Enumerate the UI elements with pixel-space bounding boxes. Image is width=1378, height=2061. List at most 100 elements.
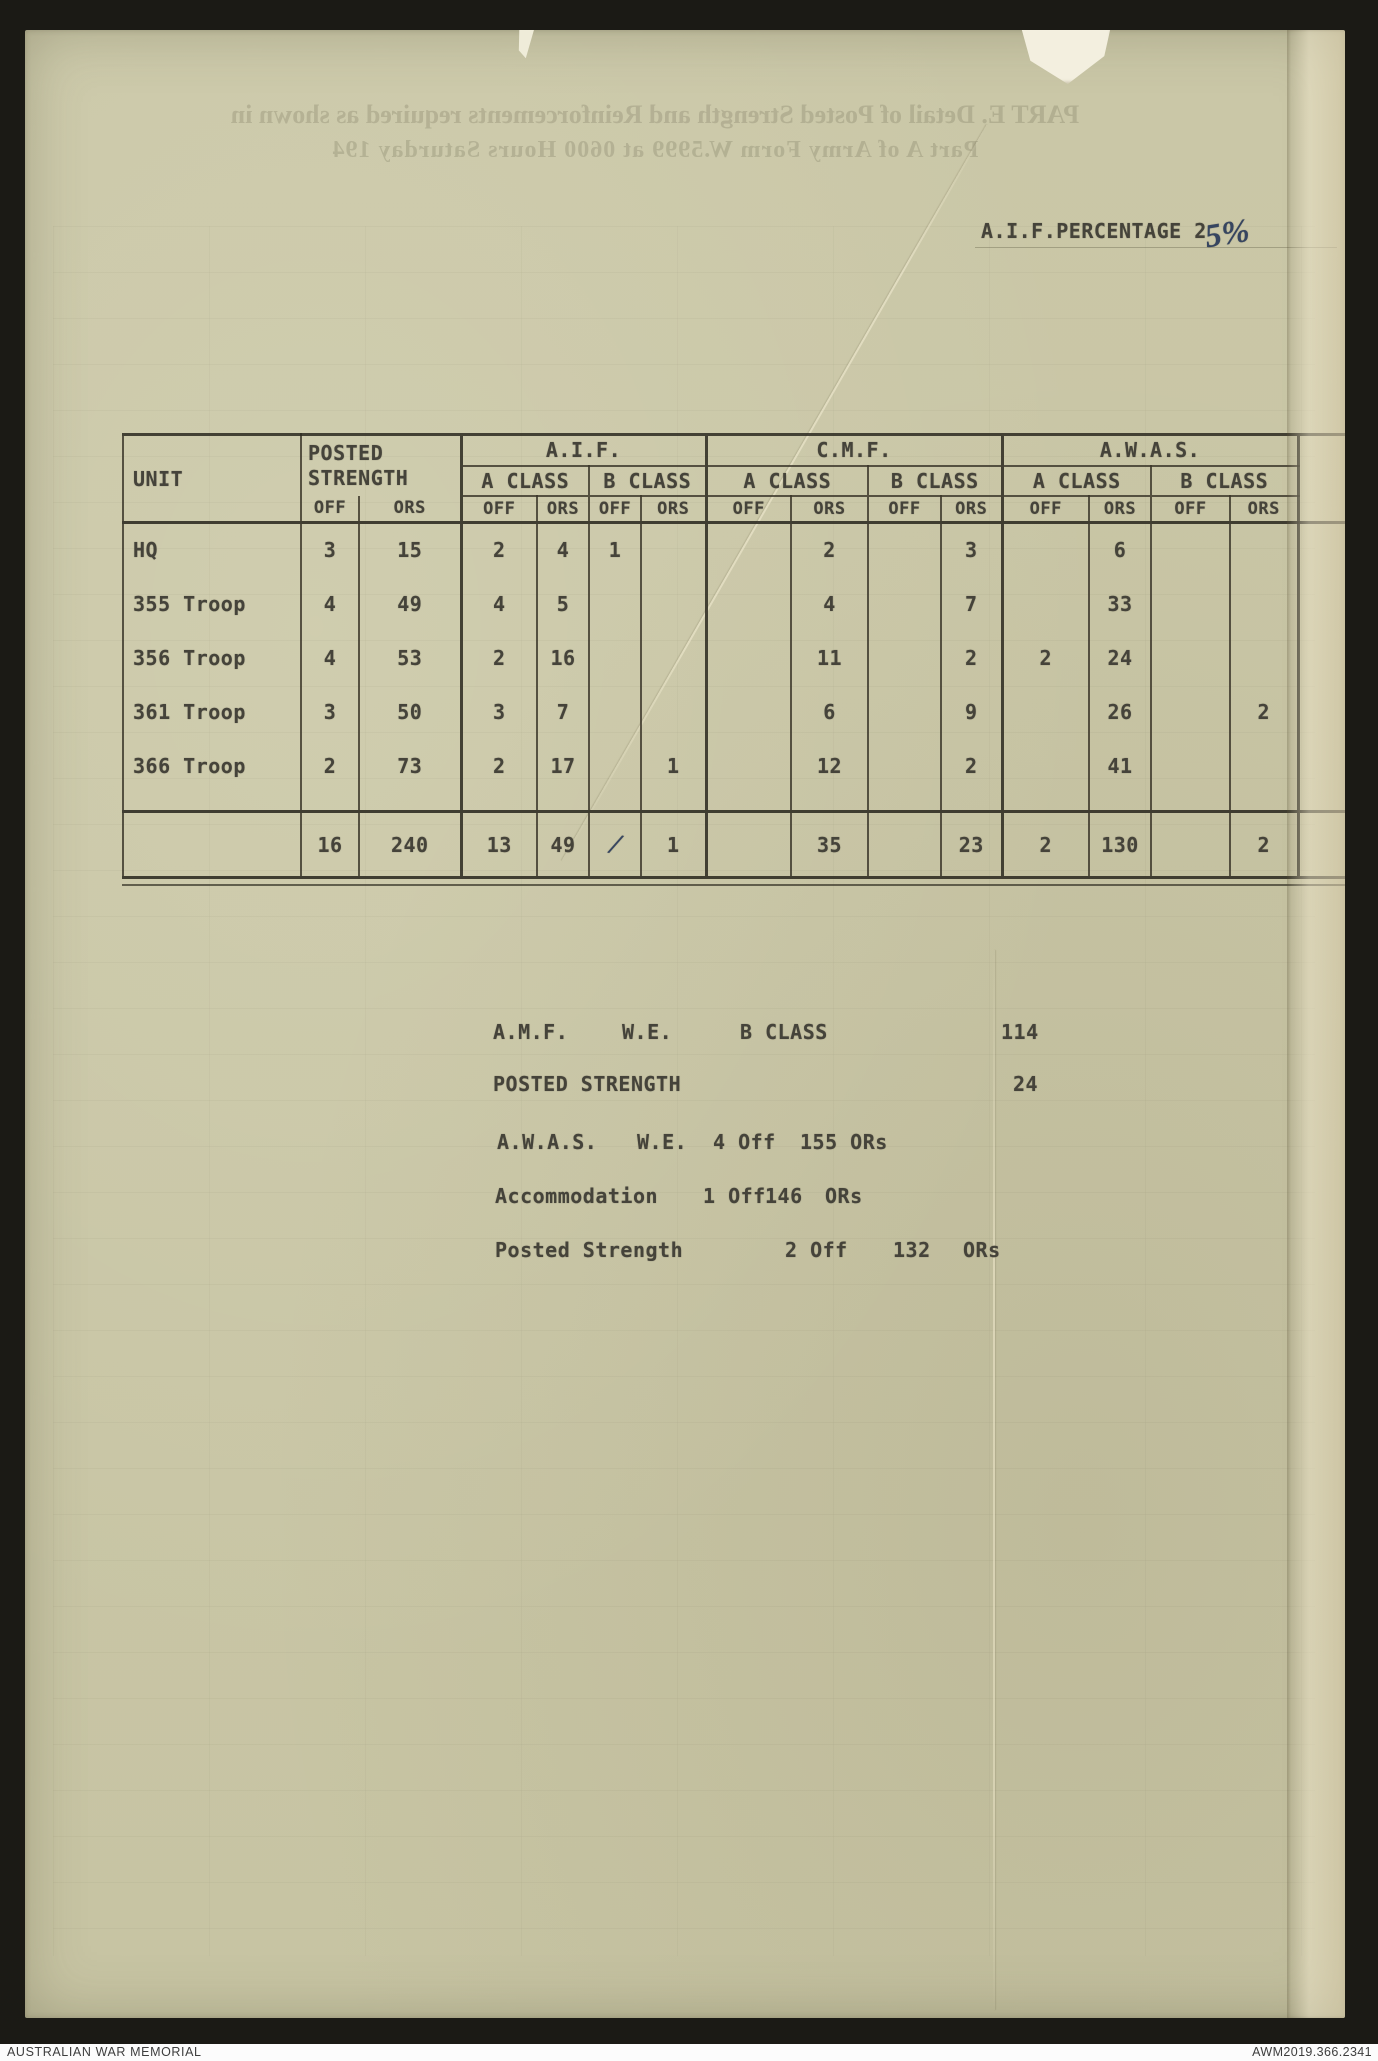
table-header-row-sections: UNIT POSTED STRENGTH A.I.F. C.M.F. A.W.A… [123, 434, 1345, 524]
table-cell [1229, 738, 1299, 793]
header-aif-b-class: B CLASS [588, 465, 707, 497]
header-aif-b-off: OFF [588, 495, 642, 524]
bleedthrough-heading-line2: Part A of Army Form W.5999 at 0600 Hours… [331, 137, 979, 163]
table-cell: 2 [940, 630, 1003, 685]
header-extra-column [1296, 434, 1345, 524]
table-cell [1000, 738, 1090, 793]
table-cell [704, 738, 792, 793]
table-cell [640, 576, 707, 631]
table-cell: 2 [459, 630, 538, 685]
table-cell: 41 [1088, 738, 1152, 793]
table-cell: 1 [588, 522, 642, 577]
total-cell: 13 [459, 811, 538, 879]
table-cell [640, 684, 707, 739]
table-cell [867, 738, 942, 793]
archive-institution-label: AUSTRALIAN WAR MEMORIAL [7, 2045, 202, 2059]
table-cell [640, 630, 707, 685]
unit-cell: 361 Troop [133, 699, 246, 724]
header-posted-line2: STRENGTH [308, 465, 409, 490]
note-label: Posted Strength [495, 1238, 684, 1262]
header-section-awas: A.W.A.S. [1000, 434, 1299, 467]
unit-cell: HQ [133, 538, 159, 563]
bleedthrough-heading-line1: PART E. Detail of Posted Strength and Re… [230, 100, 1080, 129]
table-cell: 26 [1088, 684, 1152, 739]
header-ps-ors: ORS [357, 495, 462, 524]
note-value: 4 Off [713, 1130, 776, 1154]
table-cell [1229, 522, 1299, 577]
table-cell: 3 [459, 684, 538, 739]
note-value: 146 [765, 1184, 803, 1208]
total-cell: 130 [1088, 811, 1152, 879]
header-ps-off: OFF [300, 495, 359, 524]
percentage-typed-text: A.I.F.PERCENTAGE 2 [981, 219, 1207, 243]
table-cell [1296, 738, 1345, 793]
table-cell: 49 [357, 576, 462, 631]
total-cell: / [588, 811, 642, 879]
table-cell: 11 [790, 630, 869, 685]
table-cell: 2 [1229, 684, 1299, 739]
table-row-hq: HQ 3 15 2 4 1 2 3 6 [123, 522, 1345, 577]
note-label: W.E. [622, 1020, 673, 1044]
table-cell: 6 [1088, 522, 1152, 577]
header-cmf-b-class: B CLASS [867, 465, 1003, 497]
paper-fold-right-edge [1287, 30, 1345, 2018]
note-label: POSTED STRENGTH [493, 1072, 682, 1096]
total-cell [1150, 811, 1231, 879]
table-cell: 4 [536, 522, 590, 577]
header-awas-b-class: B CLASS [1150, 465, 1299, 497]
table-cell [1150, 684, 1231, 739]
table-cell [1150, 522, 1231, 577]
percentage-underline [975, 247, 1337, 248]
header-awas-b-off: OFF [1150, 495, 1231, 524]
total-cell: 2 [1000, 811, 1090, 879]
note-value: 24 [1013, 1072, 1039, 1096]
table-cell [704, 630, 792, 685]
header-cmf-a-class: A CLASS [704, 465, 869, 497]
table-cell: 9 [940, 684, 1003, 739]
table-cell [588, 684, 642, 739]
table-cell: 24 [1088, 630, 1152, 685]
header-cmf-b-ors: ORS [940, 495, 1003, 524]
total-cell: 240 [357, 811, 462, 879]
table-cell [1000, 576, 1090, 631]
table-cell [867, 630, 942, 685]
table-cell [867, 522, 942, 577]
note-label: B CLASS [740, 1020, 828, 1044]
table-cell: 4 [300, 630, 359, 685]
table-cell: 33 [1088, 576, 1152, 631]
table-totals-row: 16 240 13 49 / 1 35 23 2 130 2 [123, 811, 1345, 879]
table-cell [1296, 630, 1345, 685]
note-value: ORs [825, 1184, 863, 1208]
total-cell: 23 [940, 811, 1003, 879]
strength-table-area: UNIT POSTED STRENGTH A.I.F. C.M.F. A.W.A… [122, 433, 1345, 886]
note-label: A.M.F. [493, 1020, 569, 1044]
total-cell: 16 [300, 811, 359, 879]
note-value: 155 ORs [800, 1130, 888, 1154]
archive-caption-bar: AUSTRALIAN WAR MEMORIAL AWM2019.366.2341 [0, 2044, 1378, 2061]
header-section-aif: A.I.F. [459, 434, 707, 467]
table-cell [1000, 522, 1090, 577]
table-cell [588, 738, 642, 793]
paper-crease-vertical [993, 950, 995, 2010]
table-row-355-troop: 355 Troop 4 49 4 5 4 7 33 [123, 576, 1345, 631]
table-cell [1296, 522, 1345, 577]
table-cell: 12 [790, 738, 869, 793]
table-row-361-troop: 361 Troop 3 50 3 7 6 9 26 2 [123, 684, 1345, 739]
table-cell [1229, 630, 1299, 685]
table-cell: 7 [536, 684, 590, 739]
unit-cell: 356 Troop [133, 645, 246, 670]
paper-tear-speck [515, 30, 536, 59]
table-cell [867, 684, 942, 739]
header-aif-a-class: A CLASS [459, 465, 590, 497]
table-cell: 7 [940, 576, 1003, 631]
header-awas-a-class: A CLASS [1000, 465, 1152, 497]
table-cell: 73 [357, 738, 462, 793]
table-cell: 6 [790, 684, 869, 739]
note-value: 1 Off [703, 1184, 766, 1208]
note-label: A.W.A.S. [497, 1130, 598, 1154]
total-cell: 2 [1229, 811, 1299, 879]
table-cell [1150, 630, 1231, 685]
header-cmf-a-ors: ORS [790, 495, 869, 524]
table-cell: 3 [300, 684, 359, 739]
